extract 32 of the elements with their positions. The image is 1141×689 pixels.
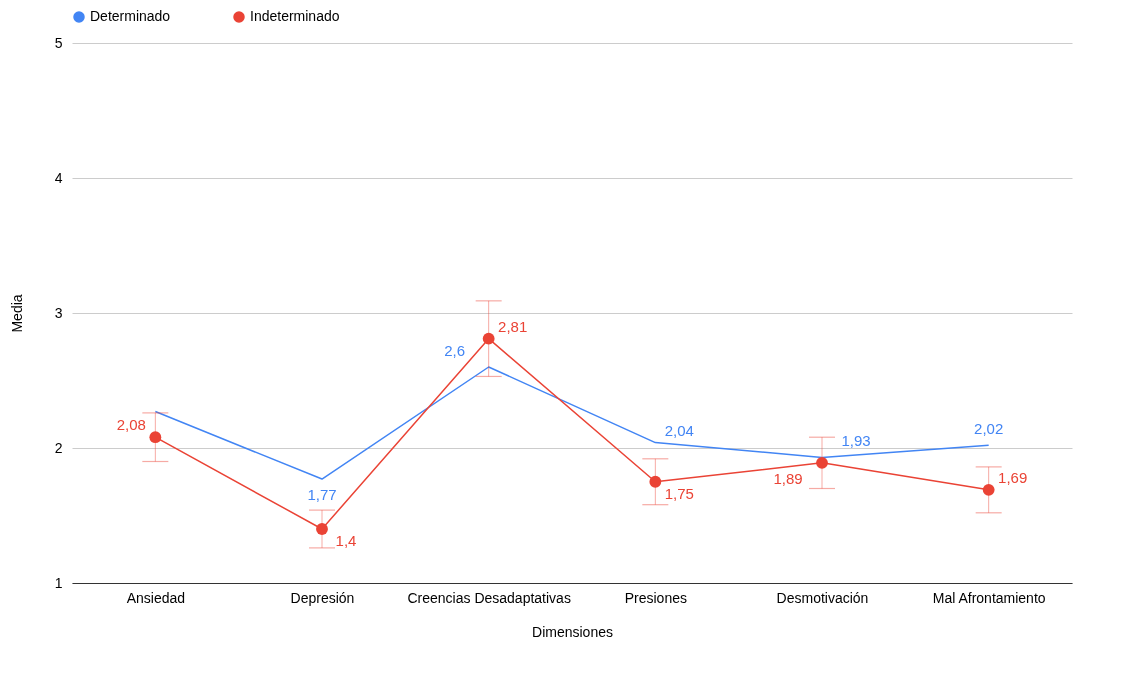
x-tick-label: Creencias Desadaptativas <box>407 589 571 606</box>
data-label: 2,6 <box>444 342 466 359</box>
data-label: 2,02 <box>974 420 1004 438</box>
legend-label: Determinado <box>90 8 171 24</box>
y-tick-label: 4 <box>54 169 63 186</box>
x-axis-title: Dimensiones <box>532 623 613 640</box>
data-label: 1,4 <box>335 532 357 549</box>
point <box>982 483 995 496</box>
point <box>316 523 328 535</box>
y-axis-title: Media <box>8 294 25 333</box>
data-label: 2,08 <box>116 416 146 434</box>
x-tick-label: Ansiedad <box>126 589 186 606</box>
y-tick-label: 3 <box>54 304 63 321</box>
y-tick-label: 5 <box>54 34 63 51</box>
x-tick-label: Mal Afrontamiento <box>932 589 1046 606</box>
data-label: 1,93 <box>841 432 871 450</box>
point <box>649 475 662 488</box>
data-label: 2,04 <box>664 421 694 439</box>
y-tick-label: 2 <box>54 439 63 456</box>
data-label: 2,81 <box>498 317 528 335</box>
x-tick-label: Presiones <box>624 589 687 606</box>
data-label: 1,89 <box>773 469 803 487</box>
data-label: 1,77 <box>307 486 337 504</box>
point <box>149 431 162 444</box>
legend-label: Indeterminado <box>250 8 340 24</box>
x-tick-label: Depresión <box>290 589 355 606</box>
x-tick-label: Desmotivación <box>776 589 869 606</box>
data-label: 1,75 <box>664 484 694 502</box>
y-tick-label: 1 <box>54 574 63 591</box>
point <box>816 456 828 469</box>
point <box>482 332 495 345</box>
data-label: 1,69 <box>998 468 1028 486</box>
